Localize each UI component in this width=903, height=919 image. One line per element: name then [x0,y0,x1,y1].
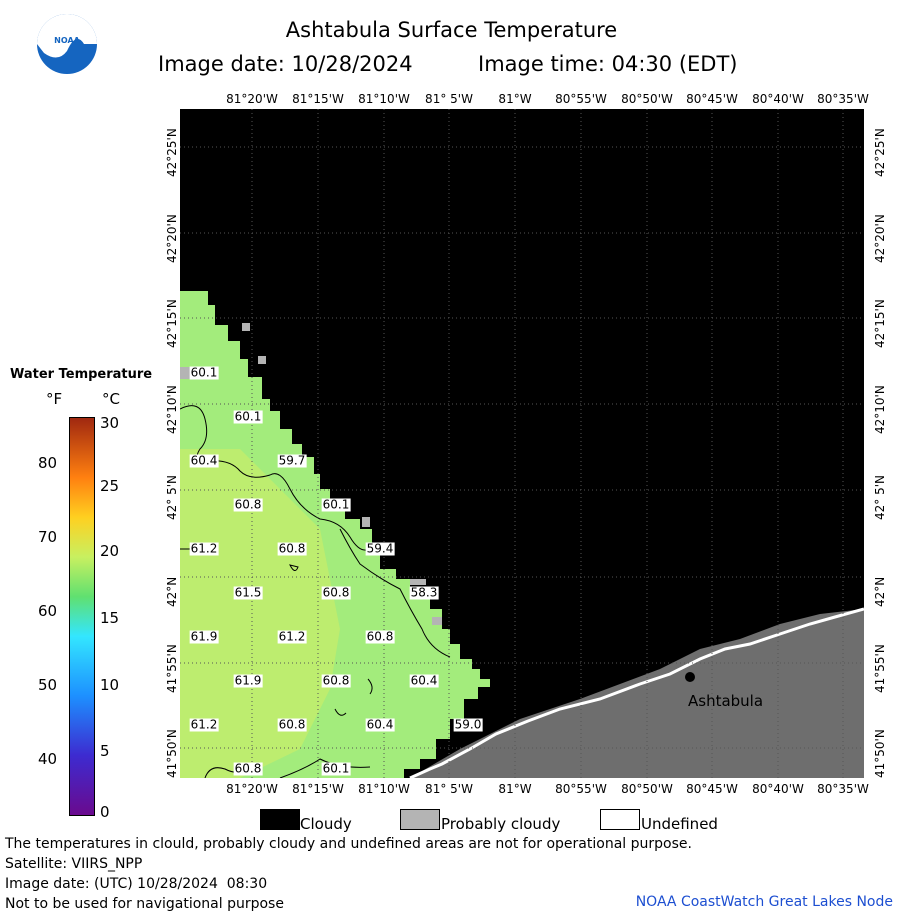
temperature-label: 61.2 [277,629,307,644]
lon-label-bottom: 80°40'W [752,782,804,796]
temperature-label: 59.4 [365,541,395,556]
lat-label-left: 41°55'N [165,644,179,693]
lat-label-right: 41°55'N [873,644,887,693]
lat-label-left: 41°50'N [165,729,179,778]
lat-label-right: 42°15'N [873,299,887,348]
lon-label-bottom: 81°15'W [292,782,344,796]
colorbar-c-tick: 20 [100,542,120,560]
footer-utc-date: Image date: (UTC) 10/28/2024 08:30 [5,876,268,892]
temperature-label: 59.7 [277,453,307,468]
credit-link[interactable]: NOAA CoastWatch Great Lakes Node [635,894,893,910]
temperature-label: 60.8 [321,585,351,600]
colorbar-c-tick: 15 [100,609,120,627]
lon-label-bottom: 81°10'W [358,782,410,796]
image-time: Image time: 04:30 (EDT) [478,52,738,76]
lon-label-bottom: 81°W [498,782,532,796]
temperature-label: 60.8 [321,673,351,688]
temperature-label: 60.4 [189,453,219,468]
legend-cloudy-swatch [260,809,300,830]
land-region [410,609,864,778]
colorbar [69,417,95,816]
warm-zone [180,449,340,778]
footer-nav-warning: Not to be used for navigational purpose [5,896,284,912]
colorbar-f-tick: 50 [38,676,58,694]
temperature-label: 60.8 [233,497,263,512]
temperature-label: 60.1 [189,365,219,380]
lon-label-top: 81°10'W [358,92,410,106]
temperature-label: 60.1 [321,761,351,776]
lon-label-bottom: 80°50'W [621,782,673,796]
legend-cloudy-label: Cloudy [300,815,352,833]
lon-label-bottom: 80°35'W [817,782,869,796]
lon-label-bottom: 80°45'W [686,782,738,796]
unit-c-label: °C [102,390,120,408]
lat-label-left: 42°25'N [165,128,179,177]
lon-label-top: 81°20'W [226,92,278,106]
isotherm-contours [180,405,451,778]
colorbar-c-tick: 30 [100,414,120,432]
lon-label-bottom: 81° 5'W [425,782,473,796]
lat-label-left: 42°10'N [165,385,179,434]
temperature-label: 61.5 [233,585,263,600]
shoreline-edge [409,607,864,778]
noaa-logo: NOAA [36,13,98,75]
image-date: Image date: 10/28/2024 [158,52,413,76]
footer-warning: The temperatures in clould, probably clo… [5,836,692,852]
legend-undefined-swatch [600,809,640,830]
colorbar-c-tick: 10 [100,676,120,694]
lat-label-right: 42°N [873,576,887,607]
unit-f-label: °F [46,390,63,408]
temperature-label: 60.8 [365,629,395,644]
lon-label-top: 81° 5'W [425,92,473,106]
temperature-label: 60.4 [365,717,395,732]
temperature-label: 58.3 [409,585,439,600]
temperature-label: 60.8 [277,717,307,732]
colorbar-f-tick: 40 [38,750,58,768]
lat-label-right: 42°25'N [873,128,887,177]
lat-label-right: 41°50'N [873,729,887,778]
temperature-label: 60.8 [277,541,307,556]
lon-label-top: 80°55'W [555,92,607,106]
lon-label-top: 81°15'W [292,92,344,106]
city-marker [685,672,695,682]
colorbar-f-tick: 80 [38,454,58,472]
lon-label-top: 80°45'W [686,92,738,106]
lon-label-top: 80°50'W [621,92,673,106]
temperature-label: 61.2 [189,541,219,556]
colorbar-title: Water Temperature [10,367,153,382]
temperature-label: 60.1 [321,497,351,512]
temperature-label: 60.8 [233,761,263,776]
legend-probably-cloudy-label: Probably cloudy [441,815,561,833]
colorbar-c-tick: 25 [100,477,120,495]
temperature-label: 61.2 [189,717,219,732]
temperature-label: 59.0 [453,717,483,732]
lon-label-bottom: 80°55'W [555,782,607,796]
map-panel [180,109,864,778]
legend-undefined-label: Undefined [641,815,718,833]
legend-probably-cloudy-swatch [400,809,440,830]
map-title: Ashtabula Surface Temperature [285,18,618,42]
lat-label-right: 42° 5'N [873,475,887,520]
lat-label-right: 42°10'N [873,385,887,434]
lat-label-left: 42° 5'N [165,475,179,520]
temperature-label: 61.9 [233,673,263,688]
footer-satellite: Satellite: VIIRS_NPP [5,856,143,872]
lat-label-left: 42°15'N [165,299,179,348]
colorbar-f-tick: 60 [38,602,58,620]
city-label: Ashtabula [688,692,764,710]
colorbar-c-tick: 0 [100,803,110,821]
lon-label-top: 81°W [498,92,532,106]
svg-text:NOAA: NOAA [54,36,80,45]
colorbar-f-tick: 70 [38,528,58,546]
temperature-label: 60.4 [409,673,439,688]
lat-label-left: 42°N [165,576,179,607]
lon-label-top: 80°40'W [752,92,804,106]
colorbar-c-tick: 5 [100,742,110,760]
temperature-label: 60.1 [233,409,263,424]
lon-label-top: 80°35'W [817,92,869,106]
lon-label-bottom: 81°20'W [226,782,278,796]
temperature-label: 61.9 [189,629,219,644]
lat-label-left: 42°20'N [165,214,179,263]
lat-label-right: 42°20'N [873,214,887,263]
